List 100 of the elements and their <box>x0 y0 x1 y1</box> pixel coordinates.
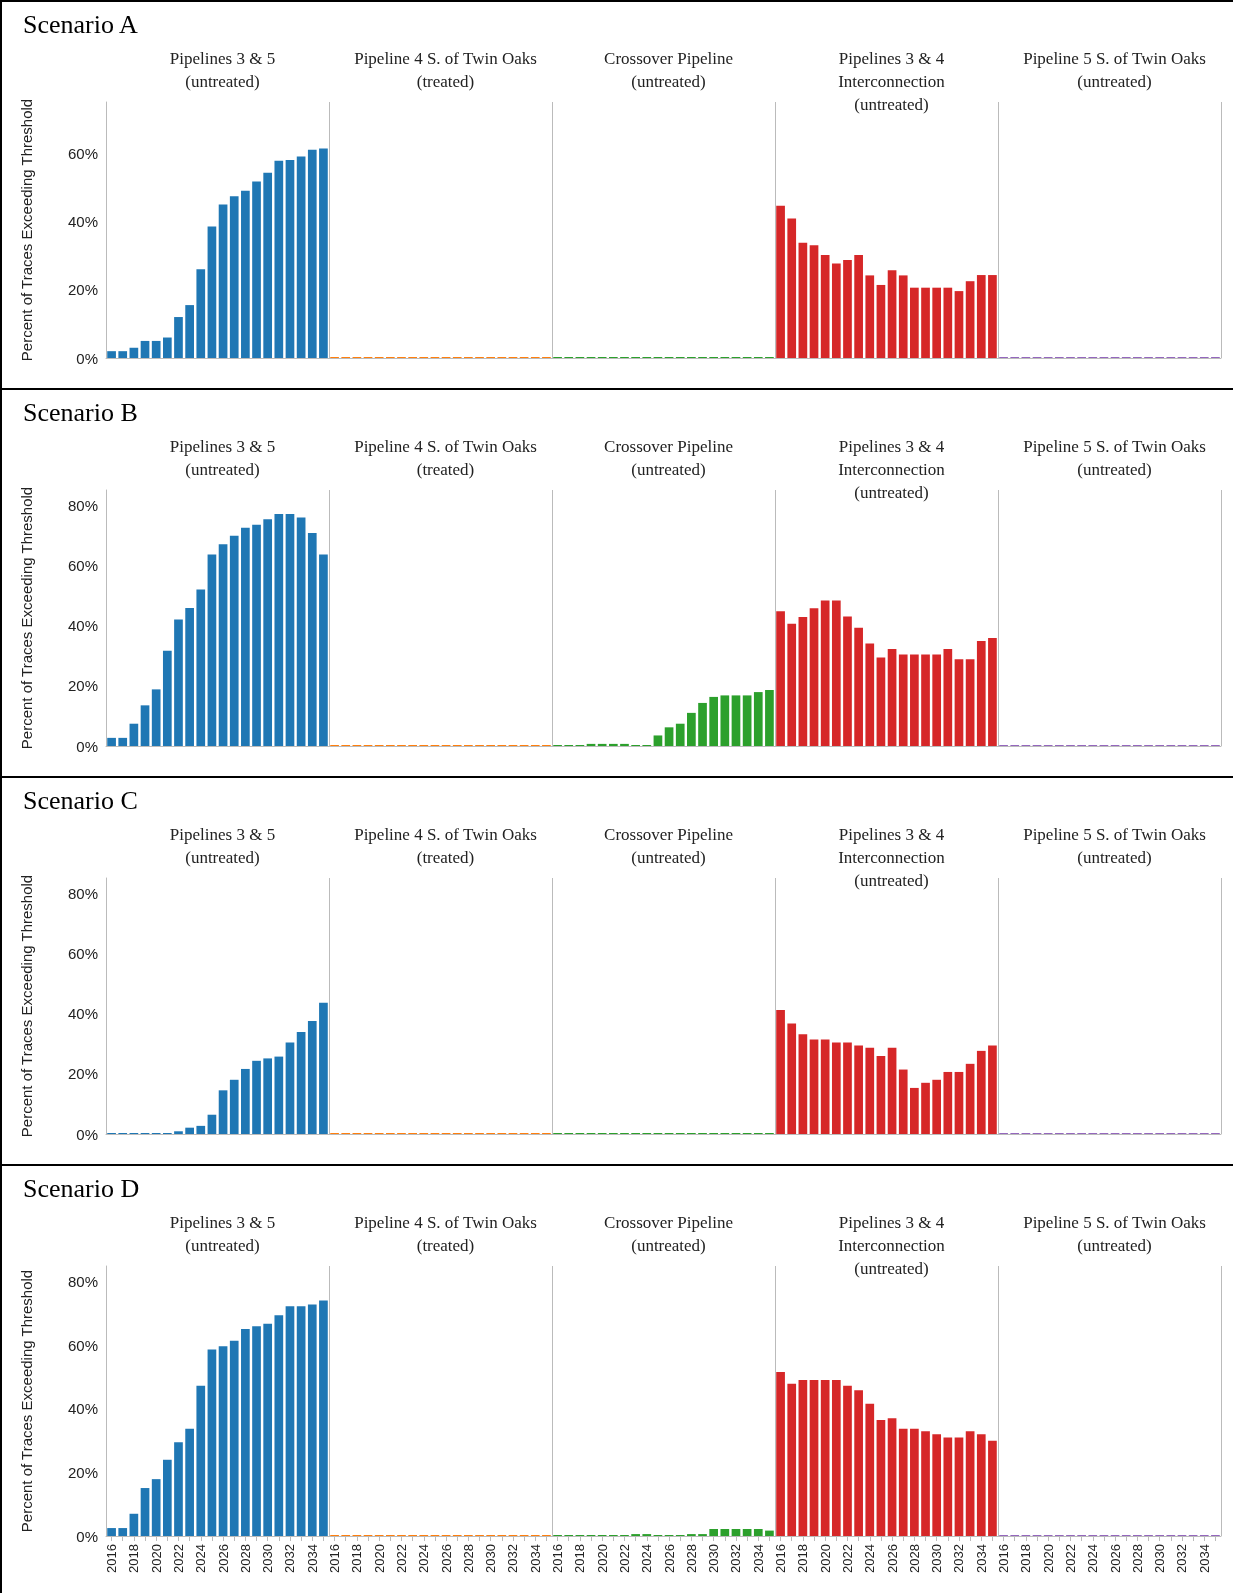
bar <box>988 1440 997 1536</box>
bar <box>787 1023 797 1134</box>
bar <box>174 619 183 746</box>
bar <box>675 723 685 746</box>
bar <box>185 1428 194 1536</box>
bar <box>831 263 841 358</box>
bar <box>943 287 953 358</box>
bar <box>798 242 808 358</box>
annotation: Pipelines 3 & 4 Interconnection (untreated) <box>838 49 946 114</box>
bar <box>854 1045 863 1134</box>
bar <box>140 340 150 358</box>
bar <box>296 517 306 746</box>
x-tick-label: 2034 <box>1196 1544 1212 1573</box>
x-tick-label: 2024 <box>639 1544 655 1573</box>
bar <box>698 702 707 746</box>
bar <box>608 743 618 746</box>
bar <box>843 616 852 746</box>
bar <box>820 1039 830 1134</box>
x-tick-label: 2022 <box>1062 1544 1078 1573</box>
bar <box>809 245 819 358</box>
x-tick-label: 2020 <box>817 1544 833 1573</box>
bar <box>218 204 228 358</box>
bar <box>765 1530 774 1536</box>
bar <box>185 305 194 358</box>
bar <box>653 735 663 746</box>
x-tick-label: 2032 <box>1174 1544 1190 1573</box>
bar <box>687 712 696 746</box>
bar <box>865 1403 875 1536</box>
x-tick-label: 2034 <box>527 1544 543 1573</box>
bar <box>910 654 919 746</box>
bar <box>207 1114 217 1134</box>
bar <box>898 275 908 358</box>
text: Pipeline 5 S. of Twin Oaks (untreated) <box>1023 1213 1206 1255</box>
bar <box>965 1431 975 1536</box>
text: Crossover Pipeline (untreated) <box>604 825 733 867</box>
bar <box>742 695 752 746</box>
x-tick-label: 2026 <box>661 1544 677 1573</box>
y-tick-label: 20% <box>67 281 98 299</box>
y-tick-label: 60% <box>67 144 98 162</box>
bar <box>854 1390 863 1536</box>
bar <box>185 608 194 746</box>
bar <box>932 1079 942 1134</box>
bar <box>241 190 250 358</box>
bar <box>865 643 875 746</box>
bar <box>831 600 841 746</box>
bar <box>274 1056 284 1134</box>
bar <box>887 270 897 358</box>
bar <box>252 524 261 746</box>
chart-title: Scenario B <box>23 397 138 427</box>
bar <box>196 1385 206 1536</box>
bar <box>229 535 239 746</box>
x-tick-label: 2024 <box>862 1544 878 1573</box>
bar <box>898 1069 908 1134</box>
bar <box>988 637 997 746</box>
bar <box>151 340 161 358</box>
bar <box>118 351 128 358</box>
annotation: Pipelines 3 & 4 Interconnection (untreated) <box>838 437 946 502</box>
y-tick-label: 0% <box>76 1125 98 1143</box>
bar <box>921 654 930 746</box>
y-tick-label: 60% <box>67 556 98 574</box>
bar <box>162 650 172 746</box>
x-tick-label: 2016 <box>773 1544 789 1573</box>
y-tick-label: 40% <box>67 1400 98 1418</box>
bar <box>887 649 897 746</box>
bar <box>876 1056 886 1134</box>
x-tick-label: 2032 <box>282 1544 298 1573</box>
bar <box>118 1528 128 1536</box>
bar <box>898 654 908 746</box>
bar <box>831 1042 841 1134</box>
x-tick-label: 2028 <box>683 1544 699 1573</box>
bar <box>296 156 306 358</box>
text: Pipelines 3 & 5 (untreated) <box>169 49 276 91</box>
chart-title: Scenario D <box>23 1173 140 1203</box>
x-tick-label: 2022 <box>393 1544 409 1573</box>
bar <box>307 533 317 746</box>
bar <box>943 1437 953 1536</box>
text: Crossover Pipeline (untreated) <box>604 437 733 479</box>
bar <box>921 1082 930 1134</box>
bar <box>307 1021 317 1134</box>
bar <box>943 1071 953 1134</box>
chart-title: Scenario A <box>23 9 139 39</box>
bar <box>620 743 629 746</box>
y-tick-label: 20% <box>67 677 98 695</box>
bar <box>319 554 328 746</box>
x-tick-label: 2022 <box>616 1544 632 1573</box>
bar <box>285 514 295 746</box>
bar <box>742 1529 752 1536</box>
x-tick-label: 2026 <box>438 1544 454 1573</box>
annotation: Pipelines 3 & 4 Interconnection (untreated) <box>838 825 946 890</box>
bar <box>252 1326 261 1536</box>
bar <box>664 727 674 746</box>
bar <box>274 160 284 358</box>
y-tick-label: 60% <box>67 944 98 962</box>
bar <box>285 1042 295 1134</box>
bar <box>263 1323 273 1536</box>
y-axis-title: Percent of Traces Exceeding Threshold <box>18 486 35 750</box>
bar <box>207 226 217 358</box>
y-tick-label: 20% <box>67 1065 98 1083</box>
bar <box>597 743 607 746</box>
bar <box>129 1513 139 1536</box>
